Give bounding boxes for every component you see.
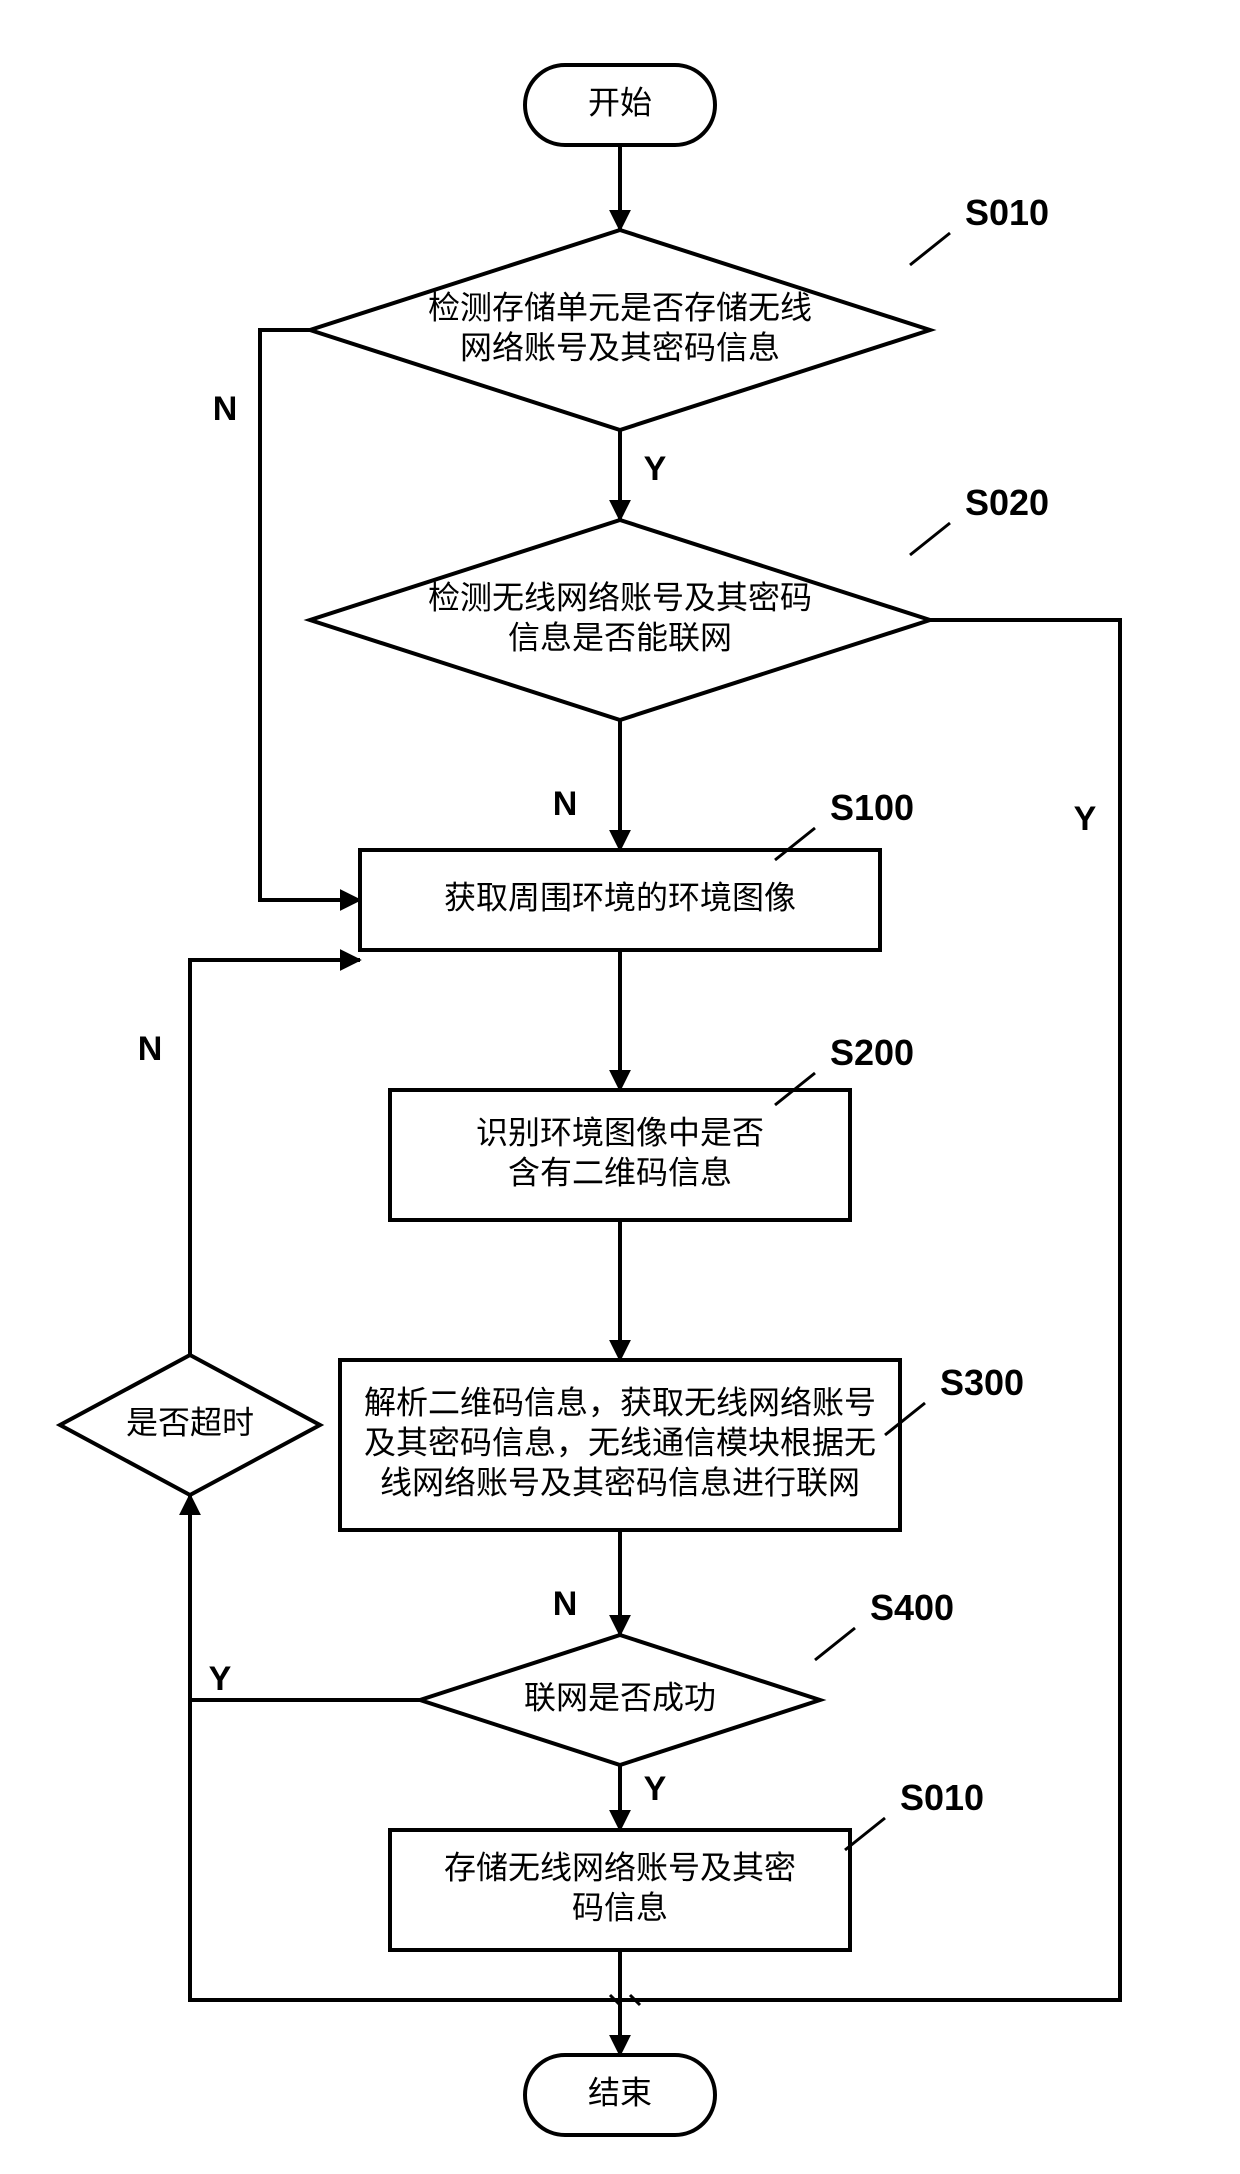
step-label: S020	[965, 482, 1049, 523]
node-text: 是否超时	[126, 1404, 254, 1440]
step-label: S200	[830, 1032, 914, 1073]
node-text: 解析二维码信息，获取无线网络账号	[364, 1384, 876, 1420]
node-text: 线网络账号及其密码信息进行联网	[380, 1464, 860, 1500]
node-text: 信息是否能联网	[508, 619, 732, 655]
edge-label: Y	[644, 450, 667, 488]
step-label: S010	[965, 192, 1049, 233]
edge-label: Y	[644, 1770, 667, 1808]
edge-label: N	[213, 390, 238, 428]
node-text: 结束	[588, 2074, 652, 2110]
node-text: 联网是否成功	[524, 1679, 716, 1715]
nodes-group: 开始检测存储单元是否存储无线网络账号及其密码信息 S010 检测无线网络账号及其密码…	[60, 65, 1049, 2135]
step-label: S400	[870, 1587, 954, 1628]
flow-edge	[190, 960, 360, 1355]
node-text: 含有二维码信息	[508, 1154, 732, 1190]
step-leader	[910, 233, 950, 265]
node-text: 及其密码信息，无线通信模块根据无	[364, 1424, 876, 1460]
node-text: 码信息	[572, 1889, 668, 1925]
node-text: 检测无线网络账号及其密码	[428, 579, 812, 615]
step-leader	[815, 1628, 855, 1660]
step-leader	[910, 523, 950, 555]
node-text: 开始	[588, 84, 652, 120]
step-label: S010	[900, 1777, 984, 1818]
node-text: 获取周围环境的环境图像	[444, 879, 796, 915]
edge-label: N	[553, 1585, 578, 1623]
node-text: 存储无线网络账号及其密	[444, 1849, 796, 1885]
step-label: S100	[830, 787, 914, 828]
edge-label: N	[138, 1030, 163, 1068]
node-text: 识别环境图像中是否	[476, 1114, 764, 1150]
node-text: 检测存储单元是否存储无线	[428, 289, 812, 325]
edge-label: N	[553, 785, 578, 823]
node-text: 网络账号及其密码信息	[460, 329, 780, 365]
edge-label: Y	[1074, 800, 1097, 838]
step-label: S300	[940, 1362, 1024, 1403]
edge-label: Y	[209, 1660, 232, 1698]
flowchart-canvas: Y N N Y N Y N Y 开始检测存储单元是否存储无线网络账号及其密码信息 S010 检测无线…	[0, 0, 1240, 2174]
